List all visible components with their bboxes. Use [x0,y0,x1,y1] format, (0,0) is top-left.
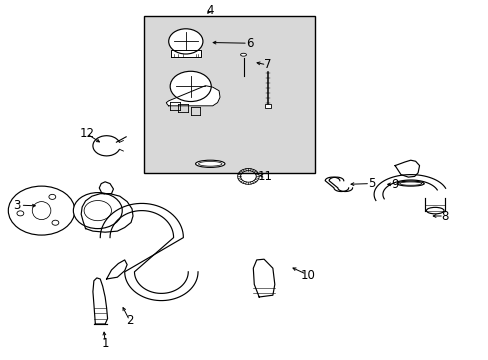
Polygon shape [253,259,274,297]
Text: 9: 9 [390,178,398,191]
Text: 10: 10 [300,269,315,282]
Bar [144,16,315,173]
Circle shape [73,193,122,229]
Text: 5: 5 [367,177,375,190]
Polygon shape [166,86,220,106]
Text: 4: 4 [206,4,214,17]
Ellipse shape [195,160,224,167]
Ellipse shape [32,202,51,220]
Polygon shape [93,278,107,324]
Text: 1: 1 [101,337,109,350]
Circle shape [8,186,75,235]
Polygon shape [394,160,419,177]
Text: 8: 8 [440,210,448,222]
Bar [264,104,271,108]
Circle shape [84,201,111,221]
Ellipse shape [396,181,424,186]
Circle shape [168,29,203,54]
Ellipse shape [240,53,246,56]
Text: 12: 12 [80,127,94,140]
Polygon shape [81,194,133,232]
Text: 6: 6 [245,37,253,50]
Polygon shape [171,50,201,57]
Circle shape [170,71,211,102]
Text: 11: 11 [258,170,272,183]
Polygon shape [99,182,113,194]
Text: 3: 3 [13,199,21,212]
Polygon shape [106,260,127,279]
Text: 2: 2 [125,314,133,327]
Ellipse shape [426,207,443,214]
Text: 7: 7 [264,58,271,71]
